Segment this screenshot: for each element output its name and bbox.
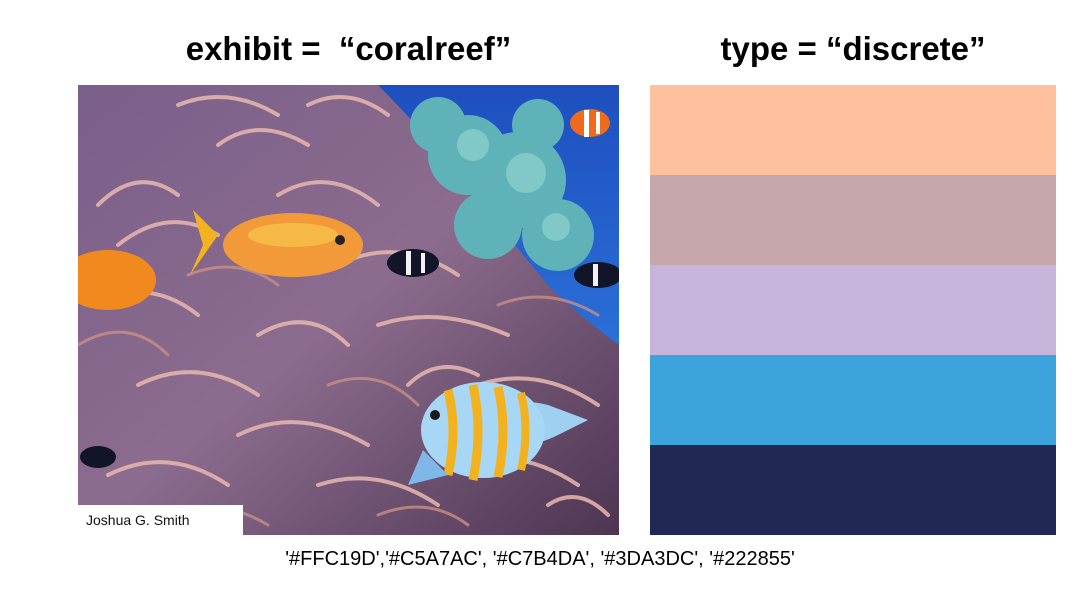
- swatch-5: [650, 445, 1056, 535]
- swatch-2: [650, 175, 1056, 265]
- palette-type-title: type = “discrete”: [720, 30, 986, 67]
- swatch-3: [650, 265, 1056, 355]
- coral-reef-photo: Joshua G. Smith: [78, 85, 619, 535]
- exhibit-title: exhibit = “coralreef”: [185, 30, 512, 67]
- photo-credit-label: Joshua G. Smith: [78, 505, 243, 535]
- hex-code-list: '#FFC19D','#C5A7AC', '#C7B4DA', '#3DA3DC…: [285, 548, 795, 570]
- swatch-4: [650, 355, 1056, 445]
- swatch-1: [650, 85, 1056, 175]
- color-palette: [650, 85, 1056, 535]
